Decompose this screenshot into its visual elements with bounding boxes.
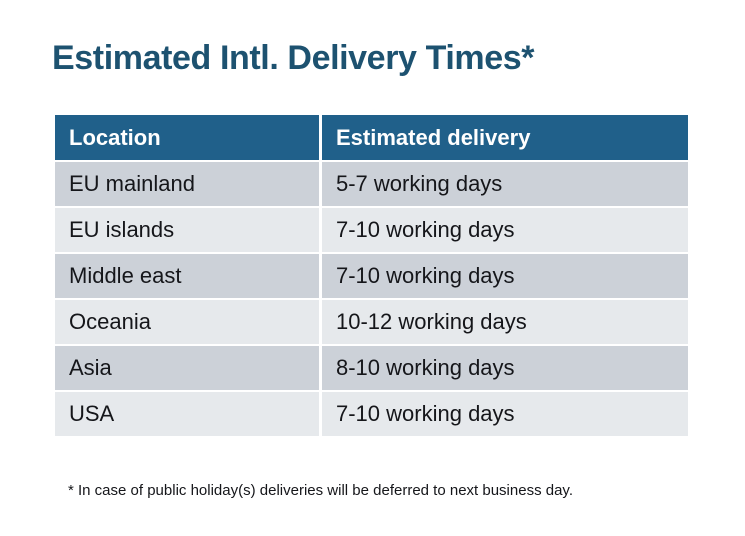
cell-delivery: 8-10 working days [322, 346, 688, 390]
table-row: EU islands 7-10 working days [55, 208, 688, 252]
footnote: * In case of public holiday(s) deliverie… [68, 482, 573, 499]
column-header-delivery: Estimated delivery [322, 115, 688, 160]
cell-location: Oceania [55, 300, 319, 344]
cell-delivery: 10-12 working days [322, 300, 688, 344]
cell-delivery: 7-10 working days [322, 208, 688, 252]
table-row: Middle east 7-10 working days [55, 254, 688, 298]
table-header: Location Estimated delivery [55, 115, 688, 160]
table-header-row: Location Estimated delivery [55, 115, 688, 160]
table-row: Asia 8-10 working days [55, 346, 688, 390]
page-title: Estimated Intl. Delivery Times* [52, 39, 535, 77]
cell-location: Middle east [55, 254, 319, 298]
delivery-times-table: Location Estimated delivery EU mainland … [52, 113, 691, 438]
cell-location: Asia [55, 346, 319, 390]
cell-location: USA [55, 392, 319, 436]
table-row: EU mainland 5-7 working days [55, 162, 688, 206]
cell-location: EU islands [55, 208, 319, 252]
column-header-location: Location [55, 115, 319, 160]
cell-delivery: 5-7 working days [322, 162, 688, 206]
cell-location: EU mainland [55, 162, 319, 206]
table-body: EU mainland 5-7 working days EU islands … [55, 162, 688, 436]
cell-delivery: 7-10 working days [322, 254, 688, 298]
table-row: USA 7-10 working days [55, 392, 688, 436]
cell-delivery: 7-10 working days [322, 392, 688, 436]
table-row: Oceania 10-12 working days [55, 300, 688, 344]
